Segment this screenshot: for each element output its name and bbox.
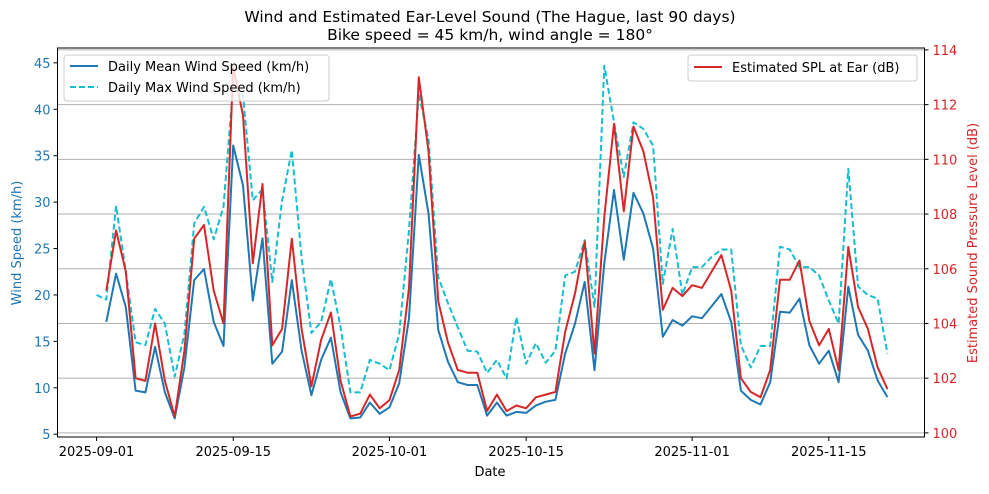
x-tick-label: 2025-09-15 bbox=[195, 445, 271, 460]
x-tick-label: 2025-10-01 bbox=[352, 445, 428, 460]
y-left-tick-label: 35 bbox=[34, 150, 51, 165]
y-right-tick-label: 100 bbox=[933, 427, 958, 442]
y-left-tick-label: 30 bbox=[34, 196, 51, 211]
y-right-tick-label: 114 bbox=[933, 44, 958, 59]
y-right-tick-label: 110 bbox=[933, 153, 958, 168]
legend-spl-label: Estimated SPL at Ear (dB) bbox=[732, 61, 899, 76]
y-right-tick-label: 108 bbox=[933, 208, 958, 223]
y-right-tick-label: 106 bbox=[933, 263, 958, 278]
x-tick-label: 2025-10-15 bbox=[488, 445, 564, 460]
y-left-tick-label: 10 bbox=[34, 382, 51, 397]
y-left-tick-label: 25 bbox=[34, 243, 51, 258]
y-left-tick-label: 15 bbox=[34, 335, 51, 350]
legend-max-label: Daily Max Wind Speed (km/h) bbox=[108, 81, 301, 96]
y-right-tick-label: 112 bbox=[933, 99, 958, 114]
x-tick-label: 2025-09-01 bbox=[59, 445, 135, 460]
chart-subtitle: Bike speed = 45 km/h, wind angle = 180° bbox=[327, 26, 653, 44]
chart-title: Wind and Estimated Ear-Level Sound (The … bbox=[244, 8, 735, 26]
y-left-tick-label: 45 bbox=[34, 57, 51, 72]
legend-left: Daily Mean Wind Speed (km/h) Daily Max W… bbox=[64, 55, 329, 101]
y-left-tick-label: 5 bbox=[42, 428, 50, 443]
x-tick-label: 2025-11-15 bbox=[791, 445, 867, 460]
x-tick-label: 2025-11-01 bbox=[654, 445, 730, 460]
y-left-tick-label: 20 bbox=[34, 289, 51, 304]
y-axis-left-label: Wind Speed (km/h) bbox=[10, 181, 25, 306]
y-left-tick-label: 40 bbox=[34, 103, 51, 118]
x-axis-label: Date bbox=[474, 465, 505, 480]
y-axis-right-label: Estimated Sound Pressure Level (dB) bbox=[966, 123, 981, 363]
y-right-tick-label: 102 bbox=[933, 372, 958, 387]
y-right-tick-label: 104 bbox=[933, 317, 958, 332]
legend-mean-label: Daily Mean Wind Speed (km/h) bbox=[108, 60, 309, 75]
legend-right: Estimated SPL at Ear (dB) bbox=[688, 55, 917, 81]
